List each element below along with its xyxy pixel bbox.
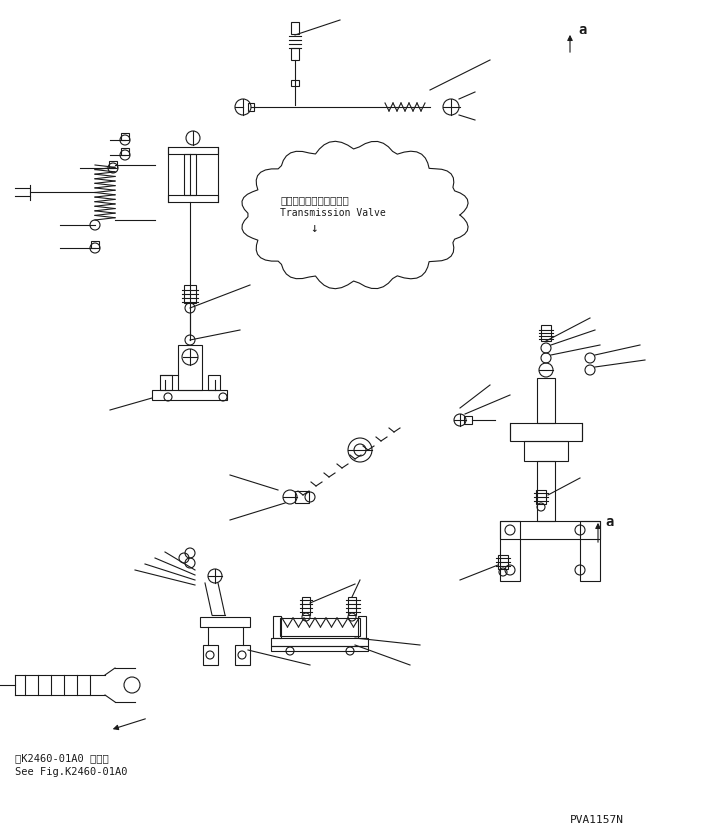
Bar: [121, 133, 129, 140]
Text: 第K2460-01A0 図参照: 第K2460-01A0 図参照: [15, 753, 109, 763]
Bar: [280, 618, 360, 636]
Bar: [235, 645, 250, 665]
Bar: [498, 555, 508, 569]
Bar: [536, 490, 546, 504]
Bar: [537, 461, 555, 521]
Bar: [168, 195, 218, 202]
Bar: [537, 378, 555, 423]
Bar: [541, 325, 551, 341]
Bar: [168, 147, 218, 154]
Bar: [109, 161, 117, 168]
Bar: [500, 521, 520, 581]
Text: a: a: [605, 515, 614, 529]
Text: Transmission Valve: Transmission Valve: [280, 208, 386, 218]
Bar: [160, 375, 172, 390]
Bar: [500, 521, 600, 539]
Bar: [91, 241, 99, 248]
Bar: [291, 80, 299, 86]
Bar: [295, 491, 309, 503]
Text: See Fig.K2460-01A0: See Fig.K2460-01A0: [15, 767, 127, 777]
Bar: [464, 416, 472, 424]
Bar: [580, 521, 600, 581]
Bar: [358, 616, 366, 638]
Bar: [291, 48, 299, 60]
Bar: [121, 148, 129, 155]
Bar: [291, 22, 299, 34]
Bar: [152, 390, 227, 400]
Bar: [184, 154, 196, 195]
Bar: [271, 646, 368, 651]
Bar: [184, 285, 196, 303]
Bar: [203, 645, 218, 665]
Bar: [510, 423, 582, 441]
Text: トランスミションバルブ: トランスミションバルブ: [280, 195, 349, 205]
Bar: [348, 597, 356, 615]
Bar: [524, 441, 568, 461]
Bar: [302, 597, 310, 615]
Bar: [208, 375, 220, 390]
Bar: [271, 638, 368, 646]
Bar: [273, 616, 281, 638]
Bar: [200, 617, 250, 627]
Text: ↓: ↓: [310, 222, 318, 235]
Text: PVA1157N: PVA1157N: [570, 815, 624, 825]
Bar: [248, 103, 254, 111]
Bar: [178, 345, 202, 390]
Text: a: a: [578, 23, 586, 37]
